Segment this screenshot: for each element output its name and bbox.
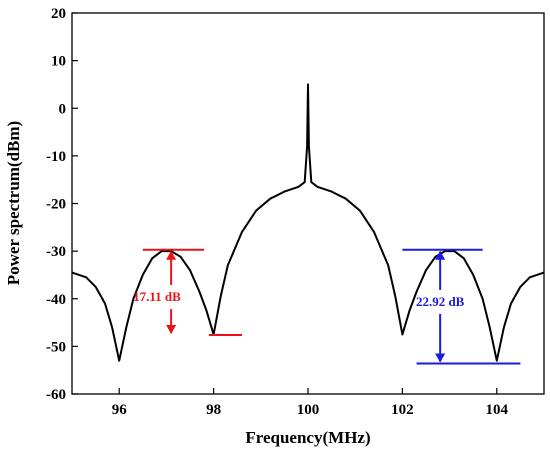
annotation-arrowhead-up [166,250,177,260]
x-tick-label: 100 [297,402,320,418]
y-tick-label: 20 [51,6,66,22]
annotation-label: 17.11 dB [133,289,181,304]
y-tick-label: -60 [46,387,66,403]
y-tick-label: 0 [59,101,67,117]
series-line [71,83,545,362]
x-tick-label: 96 [112,402,128,418]
y-tick-label: -20 [46,197,66,213]
annotation-arrowhead-down [166,324,177,334]
y-tick-label: -50 [46,339,66,355]
y-axis-label: Power spectrum(dBm) [4,121,23,285]
y-tick-label: 10 [51,54,66,70]
y-tick-label: -40 [46,292,66,308]
annotation-arrowhead-down [435,353,446,363]
annotations-layer: 17.11 dB 22.92 dB [133,248,521,365]
x-axis-label: Frequency(MHz) [245,428,370,447]
plot-frame [71,12,545,395]
annotation-label: 22.92 dB [416,294,465,309]
y-tick-label: -30 [46,244,66,260]
y-tick-label: -10 [46,149,66,165]
x-tick-label: 102 [391,402,414,418]
series-layer [71,83,545,362]
x-tick-label: 98 [206,402,221,418]
x-tick-label: 104 [486,402,509,418]
axis-ticks [72,12,498,395]
annotation-arrowhead-up [435,250,446,260]
